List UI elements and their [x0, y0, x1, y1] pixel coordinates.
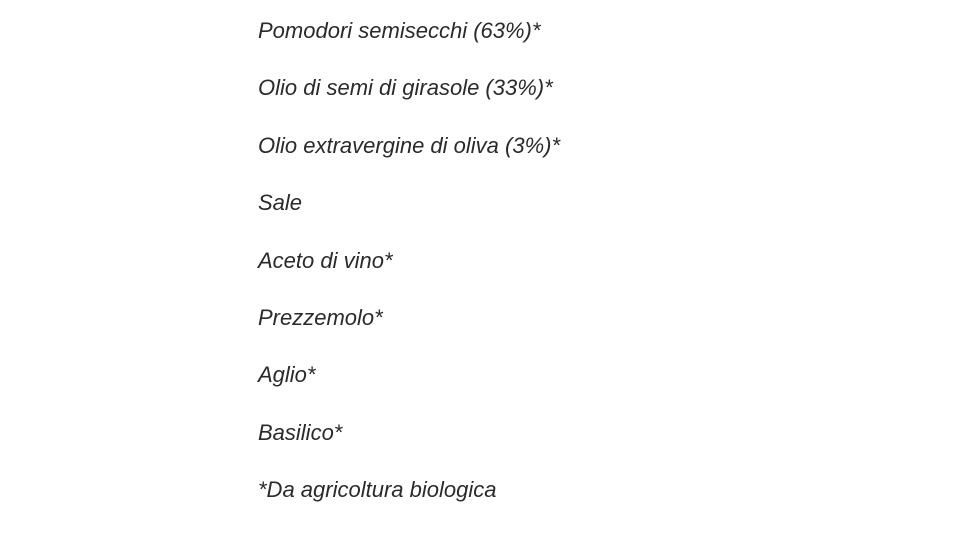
ingredient-item: Pomodori semisecchi (63%)*: [258, 18, 560, 44]
ingredient-item: Olio extravergine di oliva (3%)*: [258, 133, 560, 159]
ingredients-list: Pomodori semisecchi (63%)* Olio di semi …: [258, 18, 560, 504]
ingredient-item: Sale: [258, 190, 560, 216]
ingredient-item: Prezzemolo*: [258, 305, 560, 331]
ingredient-item: Olio di semi di girasole (33%)*: [258, 75, 560, 101]
ingredient-item: Aglio*: [258, 362, 560, 388]
ingredient-item: Aceto di vino*: [258, 248, 560, 274]
ingredient-item: Basilico*: [258, 420, 560, 446]
ingredient-footnote: *Da agricoltura biologica: [258, 477, 560, 503]
